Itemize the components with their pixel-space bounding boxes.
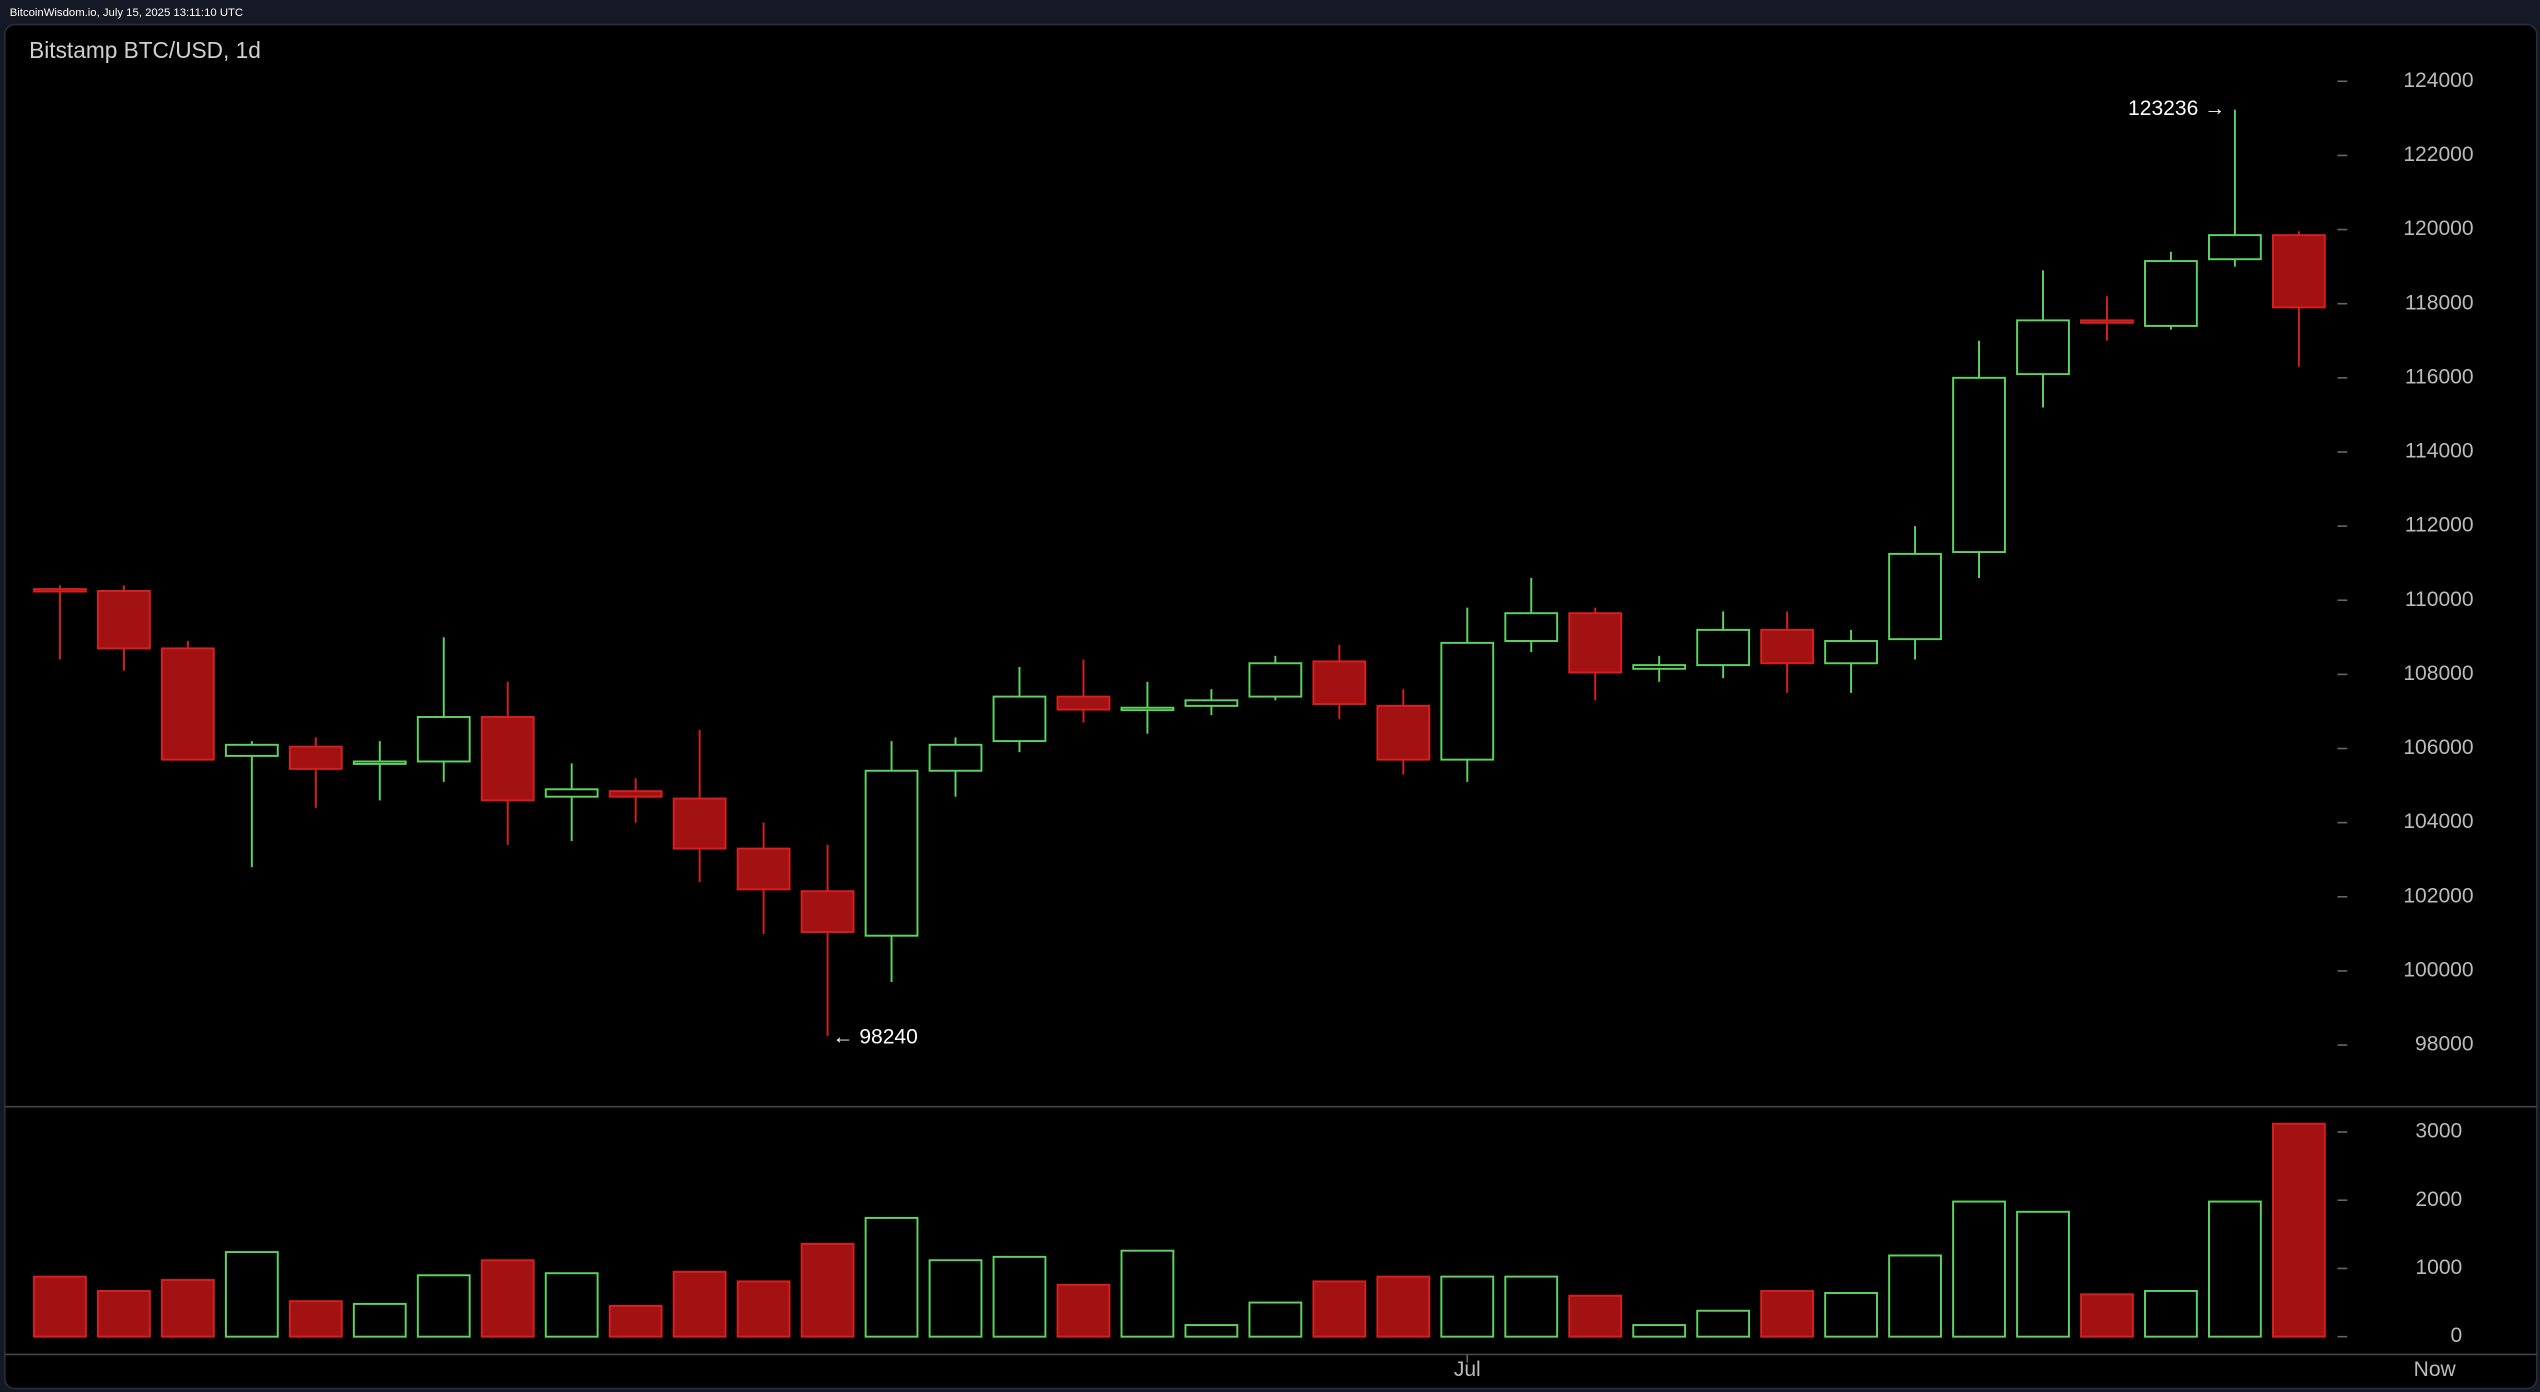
volume-bar (224, 1251, 279, 1338)
candle-body (2016, 319, 2070, 376)
candle-body (1824, 640, 1878, 665)
volume-bar (672, 1270, 727, 1338)
x-end-label: Now (2414, 1358, 2457, 1381)
x-tick-label: Jul (1454, 1358, 1481, 1381)
volume-bar (1056, 1283, 1111, 1338)
candle-body (1312, 660, 1367, 705)
y-tick-label: 120000 (2403, 217, 2473, 240)
annotation: ← 98240 (832, 1025, 917, 1048)
candle-body (480, 716, 535, 802)
y-tick-label: 106000 (2403, 736, 2473, 759)
candle-body (1120, 706, 1175, 712)
volume-bar (480, 1259, 535, 1338)
candle-body (160, 647, 215, 761)
volume-tick-label: 3000 (2415, 1120, 2462, 1143)
candle-body (992, 695, 1047, 743)
candle-body (1504, 612, 1559, 642)
y-tick-label: 124000 (2403, 69, 2473, 92)
y-tick-label: 104000 (2403, 810, 2473, 833)
volume-bar (2144, 1289, 2198, 1338)
candle-body (2080, 319, 2134, 324)
candle-body (1184, 699, 1239, 707)
volume-bar (1312, 1280, 1367, 1338)
volume-bar (1440, 1275, 1495, 1338)
volume-bar (288, 1300, 343, 1338)
candle-body (2271, 234, 2326, 309)
candle-body (288, 745, 343, 770)
volume-bar (352, 1302, 407, 1338)
volume-bar (992, 1255, 1047, 1338)
volume-tick-label: 2000 (2415, 1188, 2462, 1211)
volume-bar (1376, 1275, 1431, 1338)
candle-body (544, 788, 599, 798)
volume-bar (2271, 1122, 2326, 1338)
candle-body (672, 797, 727, 850)
volume-bar (2016, 1210, 2070, 1338)
volume-bar (864, 1216, 919, 1338)
candle-body (2144, 260, 2198, 327)
volume-bar (1632, 1324, 1687, 1338)
y-tick-label: 118000 (2405, 291, 2474, 314)
y-tick-label: 114000 (2405, 440, 2474, 463)
chart-title: Bitstamp BTC/USD, 1d (29, 37, 261, 63)
candle-body (608, 790, 663, 798)
candle-body (864, 769, 919, 937)
volume-bar (1760, 1289, 1815, 1338)
candle-body (1632, 664, 1687, 670)
volume-bar (2208, 1200, 2262, 1338)
candle-body (1376, 704, 1431, 761)
volume-bar (1952, 1200, 2006, 1338)
volume-bar (1568, 1294, 1623, 1338)
y-tick-label: 110000 (2405, 588, 2474, 611)
candle-body (2208, 234, 2262, 261)
candle-body (736, 847, 791, 891)
volume-bar (1696, 1309, 1751, 1338)
volume-bar (33, 1275, 87, 1338)
candle-body (1248, 662, 1303, 698)
volume-bar (544, 1272, 599, 1338)
candle-body (33, 588, 87, 593)
chart-panel (4, 23, 2538, 1390)
volume-tick-label: 1000 (2415, 1256, 2462, 1279)
volume-tick-label: 0 (2451, 1324, 2463, 1347)
candle-body (416, 716, 471, 763)
candle-body (1056, 695, 1111, 711)
candle-body (928, 743, 983, 772)
volume-bar (1888, 1254, 1942, 1338)
y-tick-label: 116000 (2405, 365, 2474, 388)
candle-body (1952, 376, 2006, 554)
y-tick-label: 112000 (2405, 514, 2474, 537)
volume-bar (2080, 1293, 2134, 1338)
candle-body (97, 589, 151, 650)
y-tick-label: 100000 (2403, 958, 2473, 981)
volume-bar (736, 1280, 791, 1338)
y-tick-label: 102000 (2403, 884, 2473, 907)
candle-body (1760, 628, 1815, 665)
candle-body (1440, 641, 1495, 761)
volume-bar (1248, 1301, 1303, 1338)
volume-bar (1824, 1292, 1878, 1338)
candle-body (352, 760, 407, 765)
volume-bar (416, 1274, 471, 1338)
candle-body (224, 743, 279, 757)
candle-body (800, 890, 855, 933)
candle-body (1696, 628, 1751, 667)
volume-bar (1120, 1249, 1175, 1338)
volume-bar (928, 1259, 983, 1338)
y-tick-label: 122000 (2403, 143, 2473, 166)
y-tick-label: 98000 (2415, 1033, 2474, 1056)
volume-bar (160, 1279, 215, 1338)
candle-body (1568, 612, 1623, 674)
volume-bar (800, 1242, 855, 1338)
volume-bar (97, 1289, 151, 1338)
header: BitcoinWisdom.io, July 15, 2025 13:11:10… (10, 7, 243, 19)
volume-bar (1504, 1275, 1559, 1338)
candle-body (1888, 552, 1942, 641)
y-tick-label: 108000 (2403, 662, 2473, 685)
volume-bar (608, 1304, 663, 1338)
annotation: 123236 → (2128, 97, 2225, 120)
volume-bar (1184, 1324, 1239, 1338)
